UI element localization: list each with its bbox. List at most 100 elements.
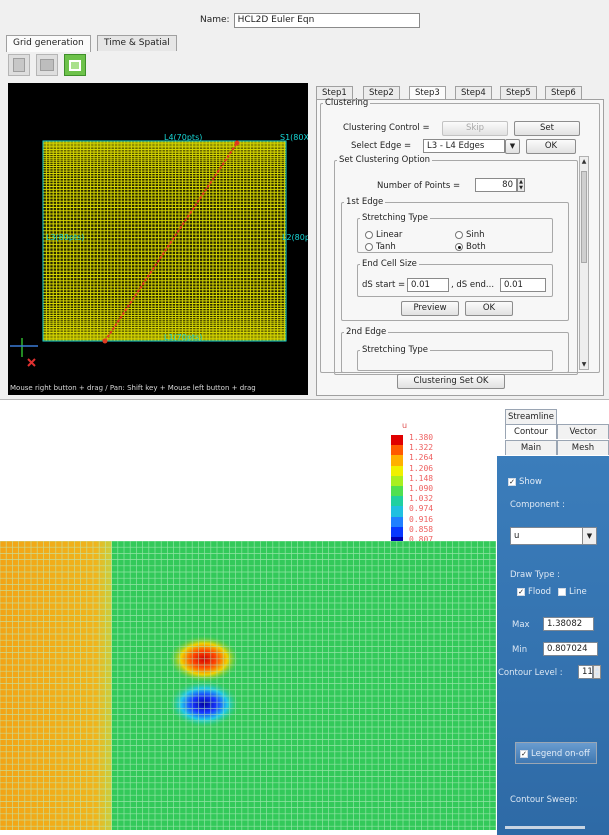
radio-tanh[interactable]: Tanh [365,242,396,252]
legend-color-bar [391,435,403,548]
contour-sweep-slider[interactable] [505,826,585,829]
diagonal-start-point [102,338,108,344]
second-stretching-type-group: Stretching Type [357,345,553,371]
min-label: Min [512,645,528,655]
tab-step4[interactable]: Step4 [455,86,492,100]
number-of-points-input[interactable]: 80 [475,178,517,192]
legend-swatch [391,496,403,507]
grid-viewport[interactable]: L4(70pts) S1(80X L3(80pts) L2(80p L1(70p… [8,83,308,395]
tab-step3[interactable]: Step3 [409,86,446,101]
number-of-points-label: Number of Points = [377,181,461,191]
step3-panel: Clustering Clustering Control = Skip Set… [316,98,604,396]
flood-checkbox[interactable]: ✓ Flood [517,587,551,597]
tab-time-spatial[interactable]: Time & Spatial [97,35,177,51]
set-button[interactable]: Set [514,121,580,136]
legend-title: u [402,421,408,430]
radio-dot-selected [455,243,463,251]
min-input[interactable]: 0.807024 [543,642,598,656]
second-edge-legend: 2nd Edge [346,327,387,337]
radio-linear[interactable]: Linear [365,230,402,240]
clustering-set-ok-button[interactable]: Clustering Set OK [397,374,505,389]
line-checkbox[interactable]: Line [558,587,587,597]
first-edge-ok-button[interactable]: OK [465,301,513,316]
name-input[interactable] [233,12,420,28]
max-label: Max [512,620,530,630]
legend-swatch [391,435,403,446]
green-window-icon[interactable] [64,54,86,76]
ds-end-input[interactable]: 0.01 [500,278,546,292]
legend-value: 1.206 [409,463,434,473]
tab-contour[interactable]: Contour [505,424,557,439]
preview-button[interactable]: Preview [401,301,459,316]
radio-tanh-label: Tanh [376,242,396,252]
show-label: Show [519,477,542,487]
scroll-down-icon[interactable]: ▼ [581,361,587,368]
tab-mesh[interactable]: Mesh [557,440,609,455]
end-cell-size-legend: End Cell Size [362,259,417,269]
radio-both[interactable]: Both [455,242,486,252]
radio-dot [455,231,463,239]
component-select[interactable]: u ▼ [510,527,597,545]
contour-plot[interactable] [0,541,496,830]
chevron-down-icon[interactable]: ▼ [582,528,596,544]
legend-toggle-checkbox[interactable]: ✓ Legend on-off [520,749,590,759]
grid-icon[interactable] [36,54,58,76]
select-edge-dropdown[interactable]: L3 - L4 Edges [423,139,505,153]
component-label: Component : [510,500,565,510]
legend-value: 0.916 [409,514,434,524]
viewport-status: Mouse right button + drag / Pan: Shift k… [10,384,256,392]
scroll-thumb[interactable] [581,171,587,263]
number-of-points-value: 80 [502,180,513,190]
mesh-overlay [0,541,496,830]
grid-canvas [10,140,287,367]
max-input[interactable]: 1.38082 [543,617,594,631]
number-of-points-spinner[interactable]: ▲ ▼ [517,178,525,192]
contour-control-panel: ✓ Show Component : u ▼ Draw Type : ✓ Flood… [497,456,609,835]
options-scrollbar[interactable]: ▲ ▼ [579,156,589,370]
ds-end-label: , dS end... [451,280,495,290]
contour-level-label: Contour Level : [498,668,563,678]
clustering-legend: Clustering [325,98,369,108]
new-doc-icon[interactable] [8,54,30,76]
line-label: Line [569,587,587,597]
chevron-down-icon[interactable]: ▼ [505,139,520,154]
tab-vector[interactable]: Vector [557,424,609,439]
set-clustering-option-legend: Set Clustering Option [339,155,431,165]
legend-value: 1.148 [409,473,434,483]
tab-streamline[interactable]: Streamline [505,409,557,424]
radio-dot [365,243,373,251]
legend-swatch [391,445,403,456]
tab-grid-generation[interactable]: Grid generation [6,35,91,52]
legend-swatch [391,485,403,497]
tab-step6[interactable]: Step6 [545,86,582,100]
select-edge-ok-button[interactable]: OK [526,139,576,154]
checkbox-box: ✓ [517,588,525,596]
contour-level-spinner[interactable]: ▲ ▼ [593,665,601,679]
draw-type-label: Draw Type : [510,570,560,580]
clustering-control-label: Clustering Control = [343,123,430,133]
skip-button[interactable]: Skip [442,121,508,136]
diagonal-edge [104,142,238,342]
tab-main[interactable]: Main [505,440,557,455]
legend-toggle-button[interactable]: ✓ Legend on-off [515,742,597,764]
show-checkbox[interactable]: ✓ Show [508,477,542,487]
tab-step2[interactable]: Step2 [363,86,400,100]
second-edge-group: 2nd Edge [341,327,569,373]
ds-start-input[interactable]: 0.01 [407,278,449,292]
select-edge-value: L3 - L4 Edges [427,141,485,151]
ds-start-value: 0.01 [411,280,430,290]
radio-sinh[interactable]: Sinh [455,230,485,240]
scroll-up-icon[interactable]: ▲ [581,158,587,165]
contour-level-value: 11 [582,667,593,677]
legend-swatch [391,516,403,527]
tab-step5[interactable]: Step5 [500,86,537,100]
tab-step1[interactable]: Step1 [316,86,353,100]
radio-both-label: Both [466,242,486,252]
edge-label-bottom: L1(70pts) [164,333,203,342]
min-value: 0.807024 [547,644,588,654]
diagonal-end-point [234,140,240,146]
select-edge-label: Select Edge = [351,141,412,151]
edge-label-left: L3(80pts) [46,233,85,242]
component-value: u [514,531,520,541]
contour-level-input[interactable]: 11 [578,665,593,679]
